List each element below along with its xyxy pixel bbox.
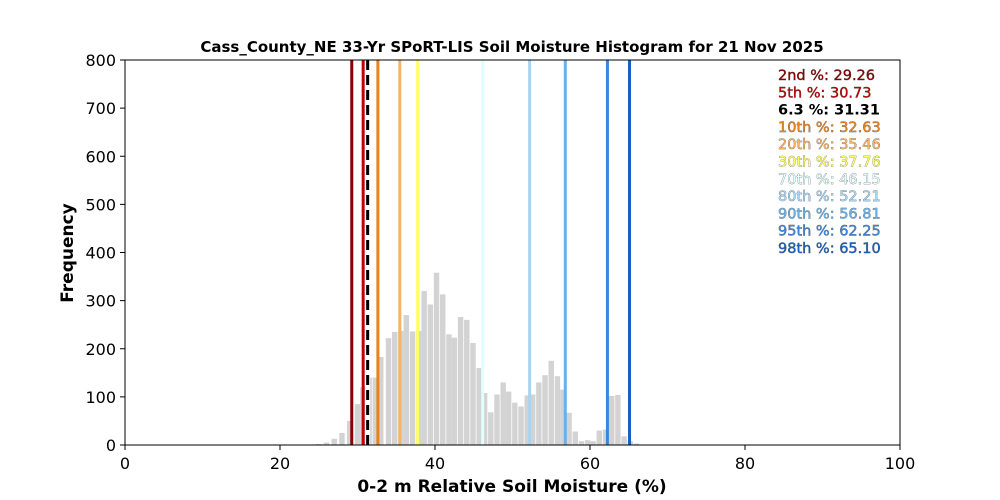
histogram-bar — [621, 436, 627, 445]
legend-entry: 5th %: 30.73 — [778, 85, 872, 101]
histogram-bar — [470, 342, 476, 445]
histogram-bar — [608, 395, 615, 445]
y-axis-ticks: 0 100 200 300 400 500 600 700 800 — [85, 51, 125, 455]
histogram-bar — [476, 368, 482, 445]
y-tick-label: 500 — [85, 195, 116, 214]
legend-entry: 20th %: 35.46 — [778, 137, 881, 153]
y-axis-label: Frequency — [58, 203, 78, 303]
histogram-bar — [446, 334, 452, 445]
legend-entry: 10th %: 32.63 — [778, 120, 881, 136]
histogram-bar — [566, 412, 572, 445]
histogram-bar — [403, 315, 410, 445]
histogram-bar — [354, 404, 361, 445]
histogram-bar — [440, 294, 446, 445]
legend-entry: 6.3 %: 31.31 — [778, 103, 880, 119]
histogram-bar — [481, 393, 488, 445]
chart-title: Cass_County_NE 33-Yr SPoRT-LIS Soil Mois… — [200, 38, 823, 56]
histogram-bar — [457, 316, 464, 445]
y-tick-label: 600 — [85, 147, 116, 166]
histogram-bar — [347, 420, 353, 445]
x-tick-label: 40 — [425, 454, 445, 473]
histogram-bar — [590, 441, 596, 445]
y-tick-label: 200 — [85, 340, 116, 359]
legend-entry: 80th %: 52.21 — [778, 189, 881, 205]
y-tick-label: 800 — [85, 51, 116, 70]
x-tick-label: 0 — [120, 454, 130, 473]
histogram-bar — [633, 443, 640, 445]
x-axis-ticks: 0 20 40 60 80 100 — [120, 445, 915, 473]
legend-entry: 95th %: 62.25 — [778, 224, 881, 240]
x-tick-label: 60 — [580, 454, 600, 473]
histogram-bar — [572, 431, 578, 445]
histogram-bar — [542, 375, 548, 445]
histogram-bar — [596, 430, 603, 445]
histogram-bar — [529, 394, 536, 445]
histogram-bar — [584, 440, 591, 445]
histogram-bar — [524, 395, 530, 445]
y-tick-label: 100 — [85, 388, 116, 407]
histogram-bar — [421, 291, 427, 445]
histogram-bar — [464, 319, 470, 445]
histogram-bar — [427, 304, 434, 445]
y-tick-label: 300 — [85, 292, 116, 311]
histogram-bar — [331, 438, 337, 445]
x-axis-label: 0-2 m Relative Soil Moisture (%) — [357, 477, 666, 497]
histogram-bar — [578, 441, 585, 445]
legend-entry: 30th %: 37.76 — [778, 155, 881, 171]
histogram-bar — [536, 382, 542, 445]
y-tick-label: 400 — [85, 244, 116, 263]
histogram-bar — [512, 402, 518, 445]
x-tick-label: 80 — [735, 454, 755, 473]
histogram-bar — [391, 331, 398, 445]
legend-entry: 90th %: 56.81 — [778, 206, 881, 222]
histogram-bar — [488, 412, 494, 445]
histogram-bar — [615, 394, 621, 445]
histogram-bar — [602, 429, 609, 445]
histogram-bar — [494, 394, 500, 445]
y-tick-label: 0 — [106, 436, 116, 455]
histogram-bar — [339, 432, 345, 445]
histogram-bar — [323, 442, 330, 445]
histogram-bar — [433, 272, 440, 445]
histogram-bar — [409, 331, 416, 445]
histogram-bar — [372, 377, 379, 445]
legend-entry: 2nd %: 29.26 — [778, 68, 875, 84]
percentile-lines — [350, 60, 632, 445]
legend-entry: 70th %: 46.15 — [778, 172, 881, 188]
histogram-bar — [500, 382, 506, 445]
histogram-bar — [518, 406, 524, 445]
y-tick-label: 700 — [85, 99, 116, 118]
histogram-bar — [378, 356, 384, 445]
x-tick-label: 20 — [270, 454, 290, 473]
histogram-bar — [505, 391, 512, 445]
histogram-bar — [560, 389, 566, 445]
histogram-bar — [554, 376, 561, 445]
legend-entry: 98th %: 65.10 — [778, 241, 881, 257]
x-tick-label: 100 — [885, 454, 916, 473]
histogram-bar — [385, 338, 392, 445]
histogram-bar — [548, 360, 554, 445]
histogram-bar — [451, 337, 458, 445]
